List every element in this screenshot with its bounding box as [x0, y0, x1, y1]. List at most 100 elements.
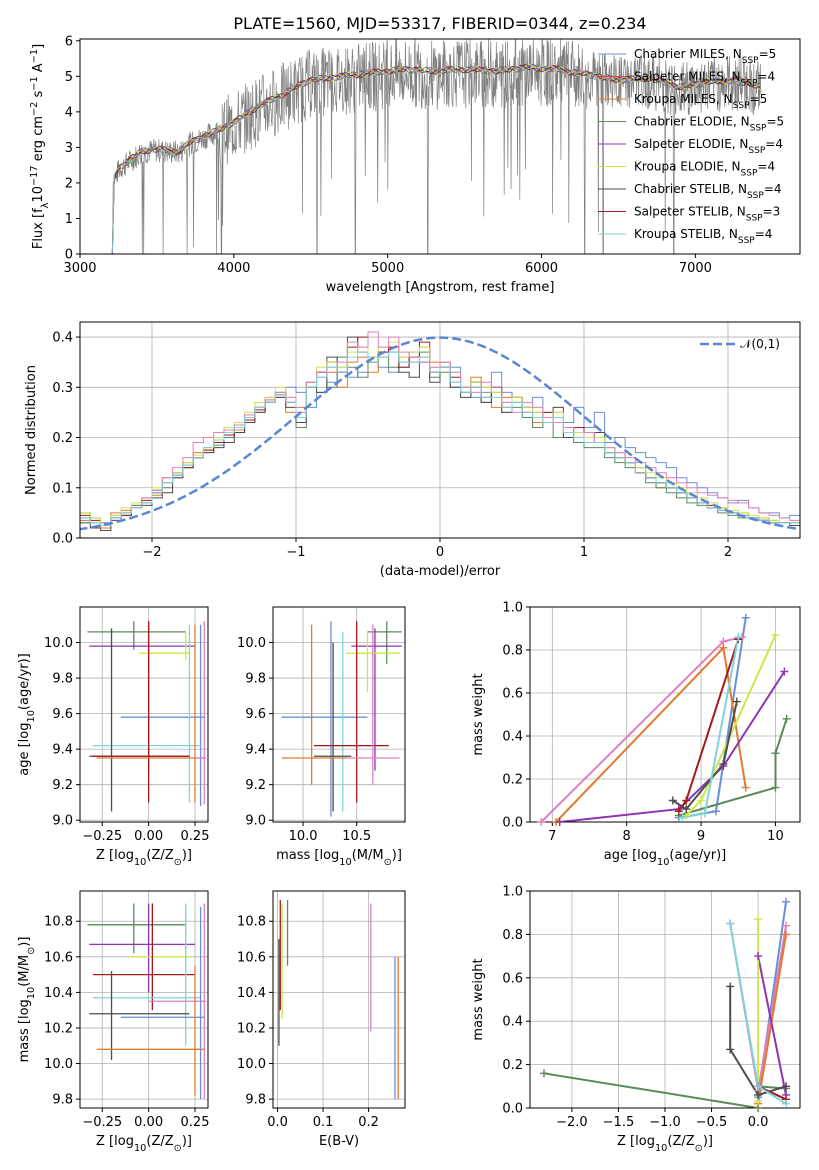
- x-axis-label: mass [log10(M/M⊙)]: [276, 848, 402, 868]
- text-run: SSP: [746, 214, 763, 224]
- legend-entry: Salpeter MILES, NSSP=4: [634, 70, 775, 89]
- text-run: Kroupa STELIB, N: [634, 227, 738, 241]
- text-run: (Z/Z: [146, 848, 173, 863]
- weight-point-marker: [782, 714, 791, 723]
- text-run: erg cm: [31, 116, 46, 165]
- text-run: (M/M: [17, 955, 32, 987]
- weight-point-marker: [782, 930, 791, 939]
- x-tick-label: −1.0: [649, 1115, 681, 1130]
- x-tick-label: −0.5: [696, 1115, 728, 1130]
- text-run: =4: [755, 227, 773, 241]
- x-tick-label: 8: [623, 829, 631, 844]
- text-run: =5: [759, 47, 777, 61]
- axes-mass_vs_Z: −0.25 0.00 0.25 9.8 10.0 10.2 10.4 10.6 10.8 Z [l…: [17, 890, 209, 1154]
- y-tick-label: 0.1: [52, 481, 73, 496]
- text-run: Z [log: [96, 1134, 134, 1149]
- text-run: Kroupa ELODIE, N: [634, 160, 741, 174]
- text-run: −2: [29, 102, 40, 116]
- text-run: 10: [134, 857, 146, 868]
- y-axis-label: mass weight: [471, 673, 486, 755]
- y-tick-label: 9.8: [52, 1093, 73, 1108]
- weight-line-dark: [672, 701, 738, 811]
- weight-point-marker: [726, 1045, 735, 1054]
- plot-area: [111, 39, 762, 254]
- plot-area: [278, 899, 399, 1100]
- weight-point-marker: [674, 807, 683, 816]
- y-tick-label: 10.0: [44, 1057, 73, 1072]
- x-tick-label: −0.25: [82, 1115, 122, 1130]
- y-tick-label: 0.8: [502, 928, 523, 943]
- x-tick-label: 0: [436, 545, 444, 560]
- weight-line-dark: [729, 986, 787, 1097]
- text-run: SSP: [750, 124, 767, 134]
- legend-entry: Chabrier ELODIE, NSSP=5: [634, 115, 784, 134]
- x-tick-label: −0.25: [82, 829, 122, 844]
- y-tick-label: 9.0: [52, 814, 73, 829]
- text-run: (Z/Z: [146, 1134, 173, 1149]
- x-tick-label: 0.25: [181, 829, 210, 844]
- text-run: =5: [750, 92, 768, 106]
- x-axis-label: Z [log10(Z/Z⊙)]: [617, 1134, 713, 1154]
- axes-frame: [272, 606, 406, 823]
- y-axis-label: Flux [fλ10−17 erg cm−2 s−1 A−1]: [29, 44, 51, 249]
- text-run: −17: [29, 165, 40, 186]
- text-run: A: [31, 63, 46, 76]
- y-tick-label: 4: [65, 105, 73, 120]
- y-tick-label: 0.3: [52, 381, 73, 396]
- y-tick-label: 0.4: [52, 331, 73, 346]
- weight-point-marker: [537, 818, 546, 826]
- weight-point-marker: [741, 783, 750, 792]
- text-run: Salpeter MILES, N: [634, 70, 741, 84]
- axes-spectrum: 3000 4000 5000 6000 7000 0 1 2 3 4 5 6 wavelength [A…: [29, 34, 801, 295]
- weight-point-marker: [711, 807, 720, 816]
- text-run: ⊙: [174, 857, 182, 868]
- text-run: mass weight: [471, 958, 486, 1040]
- plot-area: [281, 621, 402, 817]
- x-tick-label: −1.5: [603, 1115, 635, 1130]
- weight-line-orange: [757, 934, 787, 1104]
- histogram-step-pink: [80, 331, 800, 538]
- weight-point-marker: [782, 921, 791, 930]
- x-tick-label: 4000: [217, 261, 250, 276]
- plot-area: [87, 621, 207, 812]
- x-tick-label: 7: [548, 829, 556, 844]
- y-axis-label: mass [log10(M/M⊙)]: [17, 937, 37, 1063]
- y-tick-label: 6: [65, 34, 73, 49]
- x-tick-label: 5000: [371, 261, 404, 276]
- x-tick-label: 9: [697, 829, 705, 844]
- text-run: −1: [29, 76, 40, 90]
- x-tick-label: −1: [286, 545, 305, 560]
- weight-point-marker: [539, 1069, 548, 1078]
- text-run: =5: [766, 115, 784, 129]
- text-run: SSP: [742, 56, 759, 66]
- x-tick-label: 0.0: [267, 1115, 288, 1130]
- weight-point-marker: [780, 667, 789, 676]
- figure-title: PLATE=1560, MJD=53317, FIBERID=0344, z=0…: [233, 14, 646, 33]
- y-tick-label: 10.0: [237, 1057, 266, 1072]
- x-tick-label: 3000: [63, 261, 96, 276]
- y-tick-label: 1.0: [502, 601, 523, 616]
- y-tick-label: 10.2: [237, 1021, 266, 1036]
- x-tick-label: 10.0: [289, 829, 318, 844]
- text-run: Chabrier ELODIE, N: [634, 115, 750, 129]
- y-axis-label: Normed distribution: [24, 365, 39, 495]
- text-run: E(B-V): [319, 1134, 359, 1149]
- y-tick-label: 0.8: [502, 644, 523, 659]
- text-run: ]: [31, 44, 46, 49]
- y-tick-label: 10.4: [237, 986, 266, 1001]
- histogram-step-cyan: [80, 351, 800, 538]
- weight-point-marker: [734, 633, 743, 642]
- y-tick-label: 0.2: [502, 1058, 523, 1073]
- legend-entry: Kroupa MILES, NSSP=5: [634, 92, 767, 111]
- text-run: )]: [17, 937, 32, 947]
- text-run: =4: [757, 70, 775, 84]
- weight-point-marker: [726, 919, 735, 928]
- plots-layer: 3000 4000 5000 6000 7000 0 1 2 3 4 5 6 wavelength [A…: [17, 34, 801, 1154]
- x-axis-label: age [log10(age/yr)]: [604, 848, 727, 868]
- weight-point-marker: [682, 796, 691, 805]
- text-run: SSP: [738, 236, 755, 246]
- y-tick-label: 10.8: [237, 915, 266, 930]
- text-run: Chabrier MILES, N: [634, 47, 742, 61]
- text-run: ⊙: [695, 1143, 703, 1154]
